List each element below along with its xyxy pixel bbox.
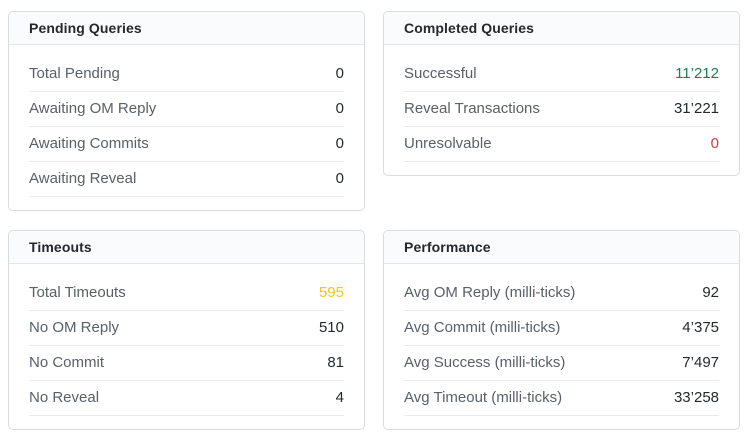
stat-value: 31’221	[673, 100, 719, 117]
stat-label: Total Timeouts	[29, 284, 126, 301]
card-header: Performance	[384, 231, 739, 264]
stat-label: Avg Timeout (milli-ticks)	[404, 389, 563, 406]
stat-label: No Commit	[29, 354, 105, 371]
stat-value: 7’497	[682, 354, 719, 371]
card-body: Avg OM Reply (milli-ticks) 92 Avg Commit…	[384, 264, 739, 429]
stat-label: Awaiting Commits	[29, 135, 149, 152]
stat-label: Avg Success (milli-ticks)	[404, 354, 566, 371]
card-performance: Performance Avg OM Reply (milli-ticks) 9…	[383, 230, 740, 430]
stat-row-awaiting-commits: Awaiting Commits 0	[29, 127, 344, 162]
stat-label: Awaiting Reveal	[29, 170, 137, 187]
card-pending-queries: Pending Queries Total Pending 0 Awaiting…	[8, 11, 365, 211]
stat-row-unresolvable: Unresolvable 0	[404, 127, 719, 162]
stat-row-avg-om-reply: Avg OM Reply (milli-ticks) 92	[404, 276, 719, 311]
stat-value: 0	[710, 135, 719, 152]
stat-value: 0	[335, 135, 344, 152]
stat-label: Total Pending	[29, 65, 120, 82]
stat-label: Unresolvable	[404, 135, 492, 152]
card-header: Timeouts	[9, 231, 364, 264]
card-body: Total Timeouts 595 No OM Reply 510 No Co…	[9, 264, 364, 429]
stat-value: 92	[702, 284, 719, 301]
stat-row-awaiting-reveal: Awaiting Reveal 0	[29, 162, 344, 197]
stat-row-avg-commit: Avg Commit (milli-ticks) 4’375	[404, 311, 719, 346]
stat-row-successful: Successful 11’212	[404, 57, 719, 92]
stat-row-no-om-reply: No OM Reply 510	[29, 311, 344, 346]
stat-value: 0	[335, 65, 344, 82]
stat-row-total-pending: Total Pending 0	[29, 57, 344, 92]
stat-value: 4	[335, 389, 344, 406]
card-completed-queries: Completed Queries Successful 11’212 Reve…	[383, 11, 740, 176]
stat-label: No OM Reply	[29, 319, 120, 336]
card-title-pending-queries: Pending Queries	[29, 20, 142, 36]
stat-label: Avg Commit (milli-ticks)	[404, 319, 561, 336]
card-title-completed-queries: Completed Queries	[404, 20, 535, 36]
stat-row-no-commit: No Commit 81	[29, 346, 344, 381]
stat-row-total-timeouts: Total Timeouts 595	[29, 276, 344, 311]
stat-value: 595	[318, 284, 344, 301]
stat-row-awaiting-om-reply: Awaiting OM Reply 0	[29, 92, 344, 127]
stat-label: Avg OM Reply (milli-ticks)	[404, 284, 576, 301]
stat-row-avg-timeout: Avg Timeout (milli-ticks) 33’258	[404, 381, 719, 416]
stat-value: 33’258	[673, 389, 719, 406]
card-header: Completed Queries	[384, 12, 739, 45]
card-body: Total Pending 0 Awaiting OM Reply 0 Awai…	[9, 45, 364, 210]
stat-value: 11’212	[675, 65, 719, 82]
stat-value: 81	[327, 354, 344, 371]
stat-row-avg-success: Avg Success (milli-ticks) 7’497	[404, 346, 719, 381]
stat-label: Awaiting OM Reply	[29, 100, 157, 117]
card-title-timeouts: Timeouts	[29, 239, 92, 255]
stat-value: 0	[335, 100, 344, 117]
stat-label: No Reveal	[29, 389, 100, 406]
stat-value: 510	[318, 319, 344, 336]
stat-value: 4’375	[682, 319, 719, 336]
card-header: Pending Queries	[9, 12, 364, 45]
card-title-performance: Performance	[404, 239, 491, 255]
stat-label: Reveal Transactions	[404, 100, 540, 117]
stat-label: Successful	[404, 65, 477, 82]
stat-value: 0	[335, 170, 344, 187]
card-body: Successful 11’212 Reveal Transactions 31…	[384, 45, 739, 175]
card-timeouts: Timeouts Total Timeouts 595 No OM Reply …	[8, 230, 365, 430]
stat-row-no-reveal: No Reveal 4	[29, 381, 344, 416]
stat-row-reveal-transactions: Reveal Transactions 31’221	[404, 92, 719, 127]
